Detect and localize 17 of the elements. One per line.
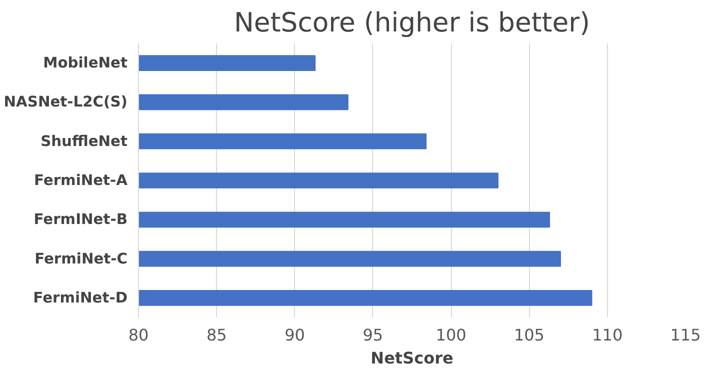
y-tick-label: FermINet-B — [34, 211, 128, 228]
y-tick-label: FermiNet-A — [34, 172, 128, 189]
x-tick-label: 80 — [128, 326, 149, 344]
x-tick-label: 105 — [514, 326, 544, 344]
y-tick-label: FermiNet-C — [34, 250, 128, 268]
x-tick-label: 110 — [592, 326, 623, 344]
y-tick-label: MobileNet — [43, 54, 128, 72]
y-tick-label: ShuffleNet — [40, 132, 128, 150]
y-tick-label: NASNet-L2C(S) — [4, 94, 128, 111]
x-axis-title: NetScore — [370, 348, 454, 368]
y-tick-label: FermiNet-D — [33, 289, 128, 306]
x-tick-label: 85 — [206, 326, 227, 344]
x-tick-label: 100 — [436, 326, 466, 344]
chart-title: NetScore (higher is better) — [234, 8, 590, 38]
x-tick-label: 90 — [284, 326, 305, 344]
x-tick-label: 95 — [362, 326, 384, 344]
x-tick-label: 115 — [670, 326, 701, 344]
